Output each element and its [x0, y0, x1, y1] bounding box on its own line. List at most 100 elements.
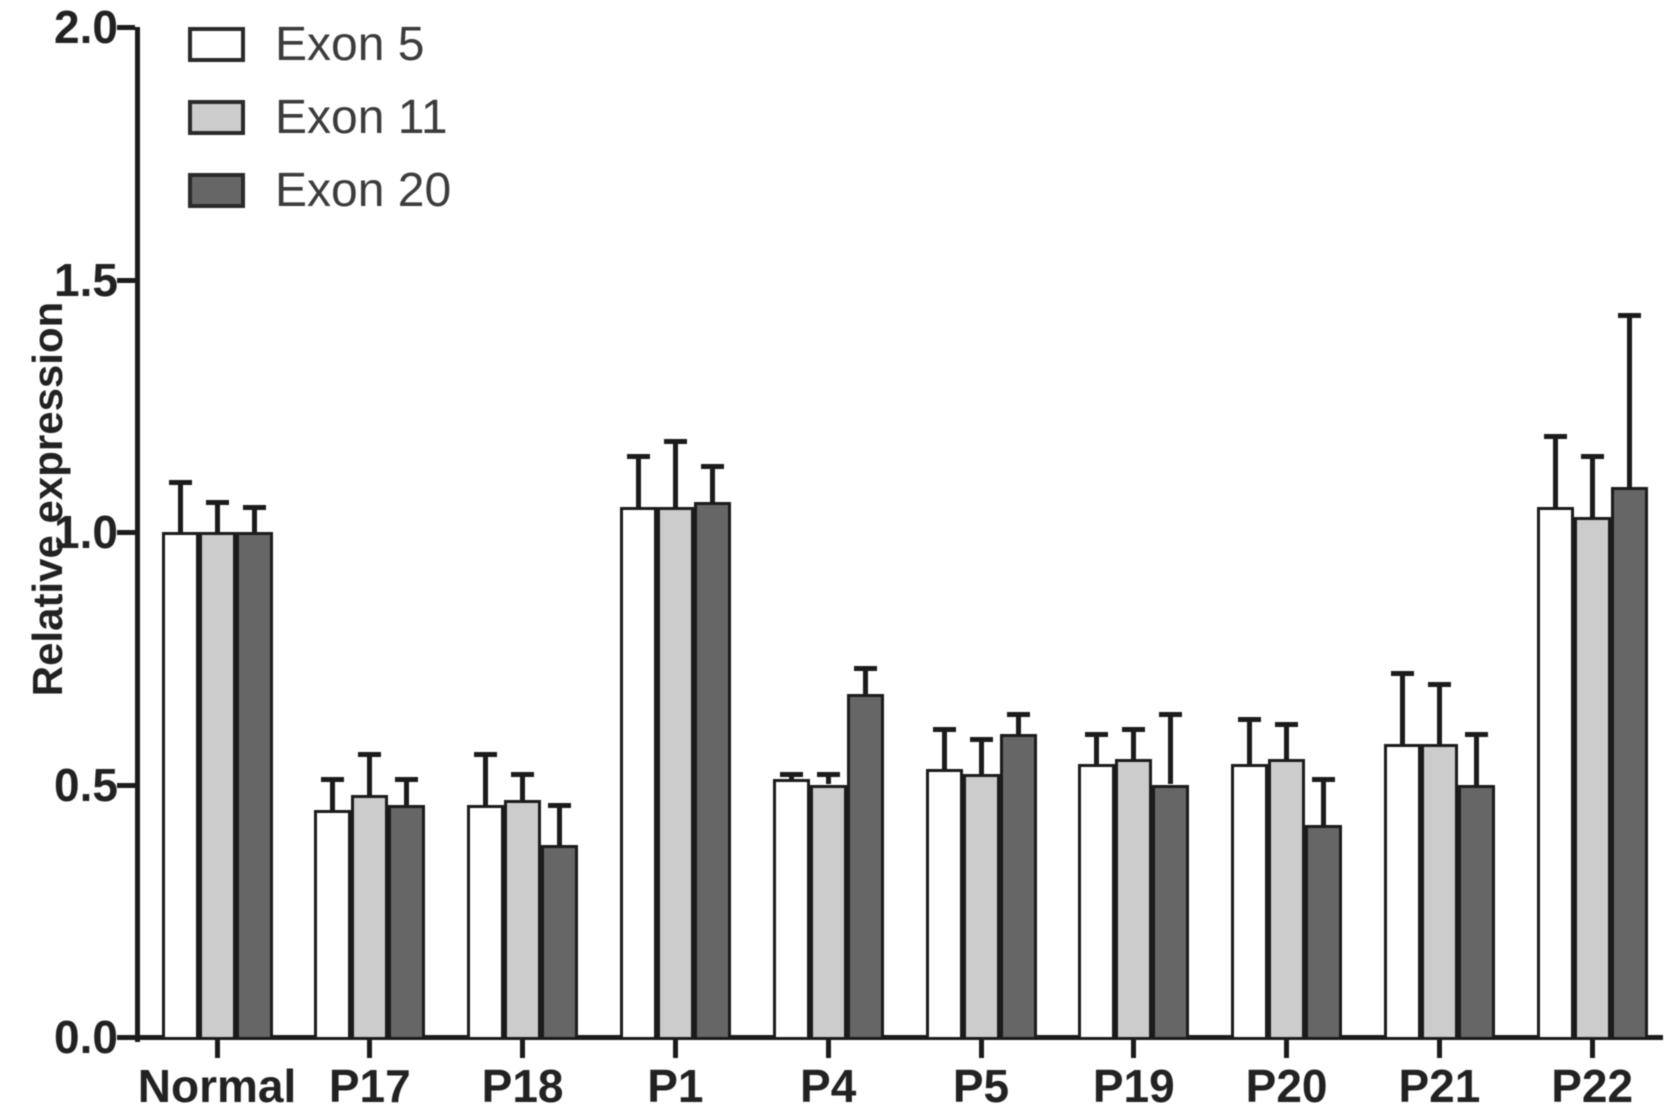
x-tick — [978, 1040, 984, 1058]
bar-p17-exon11 — [351, 794, 389, 1040]
bar-normal-exon20 — [235, 532, 273, 1040]
y-axis-line — [135, 27, 140, 1042]
bar-normal-exon11 — [198, 532, 236, 1040]
error-bar-line — [1168, 713, 1174, 785]
error-bar-line — [635, 456, 641, 507]
error-bar-line — [1552, 436, 1558, 507]
error-bar-cap — [1427, 681, 1451, 687]
x-tick — [1589, 1040, 1595, 1058]
legend-item-exon11: Exon 11 — [188, 93, 451, 141]
x-tick-label: P5 — [952, 1060, 1010, 1112]
error-bar-cap — [548, 802, 572, 808]
error-bar-line — [825, 774, 831, 785]
bar-p19-exon5 — [1078, 764, 1116, 1040]
error-bar-cap — [1464, 732, 1488, 737]
legend: Exon 5 Exon 11 Exon 20 — [188, 20, 451, 243]
x-tick — [1284, 1040, 1290, 1058]
error-bar-cap — [663, 439, 687, 445]
error-bar-cap — [205, 499, 229, 505]
bar-normal-exon5 — [161, 532, 199, 1040]
bar-p22-exon20 — [1610, 486, 1648, 1040]
bar-p1-exon11 — [656, 506, 694, 1040]
error-bar-cap — [1543, 434, 1567, 440]
y-tick — [117, 25, 135, 30]
y-tick-label: 1.5 — [54, 253, 118, 306]
bar-p1-exon5 — [619, 506, 657, 1040]
error-bar-cap — [932, 726, 956, 732]
y-tick-label: 1.0 — [54, 506, 118, 558]
error-bar-cap — [168, 479, 192, 485]
error-bar-line — [941, 728, 947, 770]
error-bar-line — [672, 441, 678, 507]
y-axis-title: Relative expression — [24, 301, 71, 697]
error-bar-line — [404, 779, 410, 805]
y-tick-label: 0.0 — [54, 1011, 118, 1063]
x-tick-label: P17 — [328, 1060, 411, 1112]
x-tick-label: P22 — [1551, 1060, 1634, 1112]
error-bar-cap — [626, 454, 650, 460]
error-bar-line — [1399, 673, 1405, 745]
legend-swatch-exon5 — [188, 27, 245, 62]
bar-p20-exon11 — [1268, 759, 1306, 1040]
legend-item-exon20: Exon 20 — [188, 166, 451, 214]
bar-p18-exon20 — [541, 845, 579, 1040]
error-bar-line — [177, 481, 183, 532]
legend-swatch-exon20 — [188, 173, 245, 208]
error-bar-line — [330, 779, 336, 810]
error-bar-cap — [1617, 312, 1641, 318]
error-bar-cap — [242, 504, 266, 510]
legend-item-exon5: Exon 5 — [188, 20, 451, 68]
error-bar-line — [978, 739, 984, 775]
bar-p19-exon20 — [1152, 784, 1190, 1040]
x-tick-label: P18 — [481, 1060, 564, 1112]
bar-p5-exon11 — [962, 774, 1000, 1040]
error-bar-cap — [1275, 721, 1299, 727]
bar-p17-exon5 — [314, 809, 352, 1040]
legend-label-exon20: Exon 20 — [275, 163, 452, 217]
error-bar-line — [1473, 734, 1479, 785]
bar-p21-exon5 — [1383, 744, 1421, 1040]
error-bar-line — [557, 804, 563, 846]
x-tick — [1131, 1040, 1137, 1058]
y-tick — [117, 277, 135, 283]
bar-p17-exon20 — [388, 804, 426, 1040]
error-bar-cap — [1390, 671, 1414, 677]
error-bar-line — [1589, 456, 1595, 517]
bar-p21-exon20 — [1457, 784, 1495, 1040]
error-bar-line — [1626, 314, 1632, 487]
x-tick-label: P21 — [1398, 1060, 1481, 1112]
bar-p18-exon5 — [467, 804, 505, 1040]
x-tick-label: P4 — [800, 1060, 857, 1112]
error-bar-cap — [395, 777, 419, 783]
error-bar-cap — [779, 772, 803, 778]
x-tick-label: Normal — [137, 1060, 297, 1112]
error-bar-cap — [321, 777, 345, 783]
error-bar-cap — [1122, 726, 1146, 732]
x-tick — [825, 1040, 831, 1058]
y-tick-label: 2.0 — [54, 1, 118, 53]
bar-p22-exon11 — [1573, 516, 1611, 1040]
error-bar-line — [1131, 728, 1137, 760]
bar-p1-exon20 — [693, 501, 731, 1040]
bar-p4-exon5 — [772, 779, 810, 1040]
error-bar-line — [1247, 718, 1253, 765]
y-tick — [117, 1035, 135, 1040]
x-tick — [1436, 1040, 1442, 1058]
x-axis-line — [135, 1035, 1663, 1040]
error-bar-cap — [474, 752, 498, 758]
error-bar-line — [367, 754, 373, 795]
error-bar-line — [214, 501, 220, 532]
error-bar-line — [862, 668, 868, 694]
error-bar-cap — [511, 772, 535, 778]
x-tick-label: P1 — [647, 1060, 704, 1112]
bar-p19-exon11 — [1115, 759, 1153, 1040]
error-bar-cap — [358, 752, 382, 758]
bar-p4-exon20 — [846, 693, 884, 1040]
error-bar-cap — [1006, 711, 1030, 717]
error-bar-line — [1321, 779, 1327, 825]
bar-p20-exon20 — [1305, 824, 1343, 1040]
error-bar-line — [1015, 713, 1021, 734]
error-bar-cap — [700, 464, 724, 470]
bar-p5-exon20 — [999, 734, 1037, 1040]
